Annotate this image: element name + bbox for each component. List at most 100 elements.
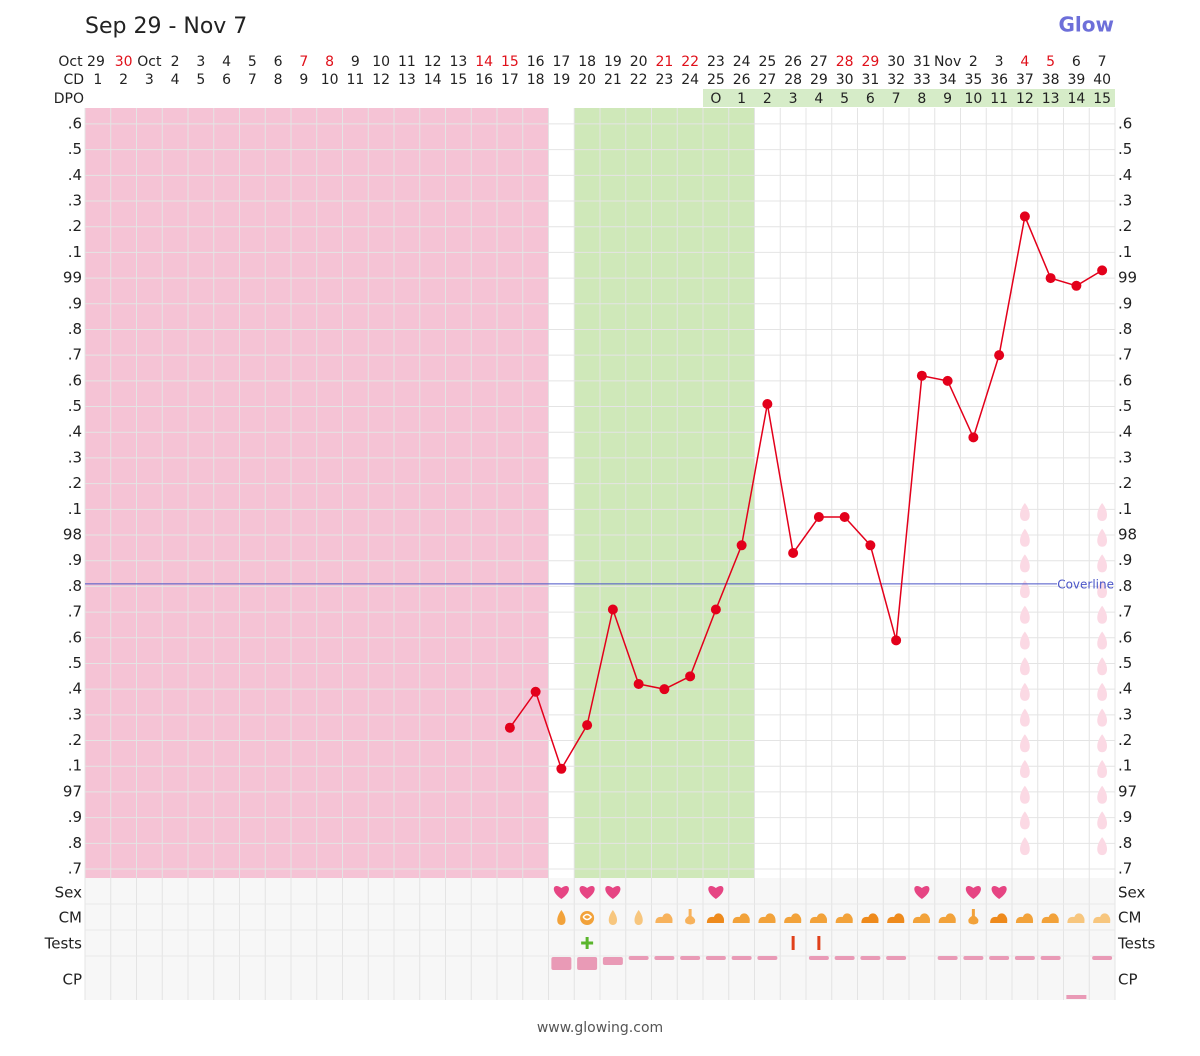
date-label: 11 <box>398 54 416 70</box>
y-tick-label: .3 <box>68 448 82 466</box>
cd-label: 5 <box>196 72 205 88</box>
cd-label: 22 <box>630 72 648 88</box>
date-label: 27 <box>810 54 828 70</box>
data: Coverline <box>85 211 1114 774</box>
date-label: 2 <box>171 54 180 70</box>
y-tick-label-right: .6 <box>1118 114 1132 132</box>
y-tick-label: .2 <box>68 731 82 749</box>
y-tick-label: .7 <box>68 346 82 364</box>
date-label: 17 <box>552 54 570 70</box>
y-tick-label: .8 <box>68 320 82 338</box>
cd-label: 2 <box>119 72 128 88</box>
cd-label: 16 <box>475 72 493 88</box>
cp-mark <box>886 956 907 960</box>
temperature-point <box>1071 280 1082 291</box>
cm-icon <box>887 913 905 923</box>
spotting-drop <box>1019 811 1030 830</box>
spotting-drop <box>1019 528 1030 547</box>
y-tick-label-right: .1 <box>1118 500 1132 518</box>
y-tick-label-right: .3 <box>1118 192 1132 210</box>
date-label: 3 <box>995 54 1004 70</box>
dpo-label: 7 <box>892 91 901 107</box>
y-tick-label-right: .6 <box>1118 371 1132 389</box>
dpo-label: 5 <box>840 91 849 107</box>
sex-heart <box>991 886 1007 899</box>
cm-icon-swirl <box>582 913 593 921</box>
dpo-label: 4 <box>814 91 823 107</box>
temperature-point <box>813 512 824 523</box>
cm-icon <box>557 910 566 925</box>
dpo-label: 11 <box>990 91 1008 107</box>
cm-icon <box>1067 913 1085 923</box>
cm-icon <box>1093 913 1111 923</box>
cm-icon <box>1041 913 1059 923</box>
date-label: 2 <box>969 54 978 70</box>
temperature-point <box>607 604 618 615</box>
cp-mark <box>989 956 1010 960</box>
spotting-drop <box>1097 785 1108 804</box>
cd-label: 21 <box>604 72 622 88</box>
date-label: 4 <box>1020 54 1029 70</box>
cd-label: 37 <box>1016 72 1034 88</box>
y-tick-label: .5 <box>68 654 82 672</box>
y-tick-label-right: .3 <box>1118 448 1132 466</box>
date-label: 22 <box>681 54 699 70</box>
temperature-point <box>530 686 541 697</box>
y-tick-label-right: .2 <box>1118 217 1132 235</box>
date-label: 23 <box>707 54 725 70</box>
cm-icon <box>758 913 776 923</box>
y-tick-label-right: .9 <box>1118 551 1132 569</box>
test-positive <box>581 937 594 949</box>
temperature-point <box>994 350 1005 361</box>
dpo-label: 6 <box>866 91 875 107</box>
y-tick-label-right: .8 <box>1118 834 1132 852</box>
spotting-drop <box>1097 708 1108 727</box>
cd-row-label: CD <box>63 72 84 88</box>
y-tick-label-right: .9 <box>1118 294 1132 312</box>
spotting-drop <box>1019 554 1030 573</box>
cd-label: 18 <box>527 72 545 88</box>
sex-heart <box>553 886 569 899</box>
cd-label: 11 <box>346 72 364 88</box>
date-label: 15 <box>501 54 519 70</box>
y-tick-label-right: .5 <box>1118 654 1132 672</box>
y-tick-label: .8 <box>68 577 82 595</box>
cd-label: 33 <box>913 72 931 88</box>
cd-label: 3 <box>145 72 154 88</box>
spotting-drop <box>1019 631 1030 650</box>
y-tick-label-right: .1 <box>1118 243 1132 261</box>
cd-label: 9 <box>299 72 308 88</box>
y-tick-label-right: .5 <box>1118 140 1132 158</box>
cm-icon <box>655 913 673 923</box>
dpo-row-label: DPO <box>54 91 84 107</box>
y-tick-label: .9 <box>68 551 82 569</box>
cm-icon <box>912 913 931 923</box>
sex-heart <box>605 886 621 899</box>
temperature-point <box>556 763 567 774</box>
cm-icon <box>685 909 696 925</box>
cd-label: 23 <box>655 72 673 88</box>
cd-label: 40 <box>1093 72 1111 88</box>
temperature-point <box>839 512 850 523</box>
spotting-drop <box>1097 580 1108 599</box>
spotting-drop <box>1097 734 1108 753</box>
cp-mark <box>705 956 726 960</box>
cp-mark <box>1066 995 1087 999</box>
row-label: CM <box>59 909 82 927</box>
cd-label: 12 <box>372 72 390 88</box>
dpo-label: O <box>710 91 721 107</box>
date-label: 7 <box>299 54 308 70</box>
date-label: 9 <box>351 54 360 70</box>
y-tick-label-right: .7 <box>1118 346 1132 364</box>
y-tick-label-right: .4 <box>1118 680 1132 698</box>
cd-label: 31 <box>861 72 879 88</box>
date-label: 30 <box>887 54 905 70</box>
grid <box>84 108 1116 1000</box>
spotting-drop <box>1097 657 1108 676</box>
temperature-point <box>710 604 721 615</box>
date-label: 5 <box>248 54 257 70</box>
y-tick-label: .3 <box>68 705 82 723</box>
cp-mark <box>1092 956 1113 960</box>
row-label-right: CM <box>1118 909 1141 927</box>
date-label: 19 <box>604 54 622 70</box>
